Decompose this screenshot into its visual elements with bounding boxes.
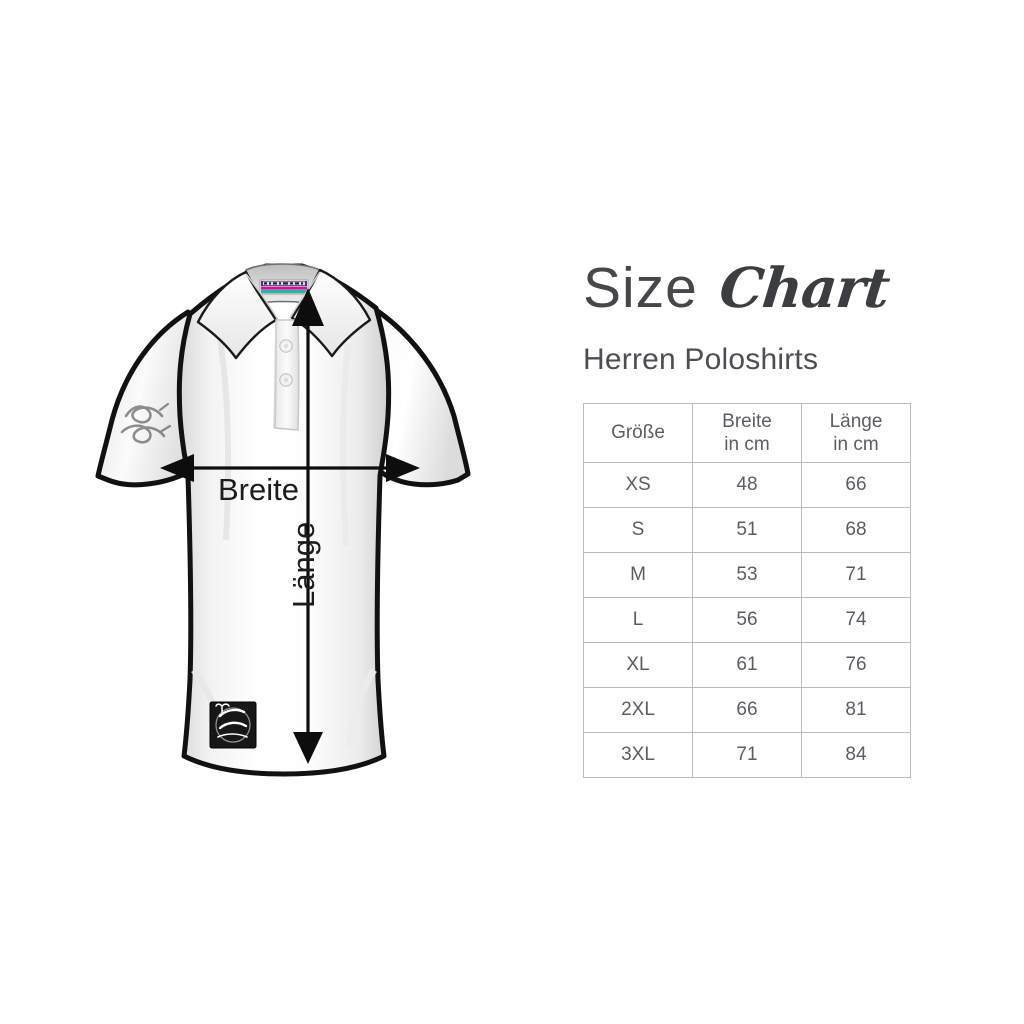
table-row: M 53 71: [583, 552, 911, 598]
hem-brand-patch: [209, 701, 257, 749]
cell-laenge: 76: [801, 642, 911, 688]
cell-size: XS: [583, 462, 693, 508]
cell-breite: 66: [692, 687, 802, 733]
cell-size: 3XL: [583, 732, 693, 778]
size-chart-panel: Size Chart Herren Poloshirts Größe Breite…: [583, 255, 983, 778]
size-table: Größe Breite in cm Länge in cm XS 48: [583, 403, 911, 778]
collar-right: [290, 268, 372, 358]
breite-measurement-label: Breite: [218, 472, 299, 507]
collar-group: [196, 263, 372, 360]
cell-breite: 56: [692, 597, 802, 643]
cell-breite: 53: [692, 552, 802, 598]
shirt-torso: [176, 263, 392, 777]
cell-size: S: [583, 507, 693, 553]
neck-label: [259, 279, 309, 295]
cell-size: M: [583, 552, 693, 598]
table-row: L 56 74: [583, 597, 911, 643]
title-word-size: Size: [583, 256, 698, 320]
cell-laenge: 84: [801, 732, 911, 778]
laenge-arrow-head-bottom: [293, 732, 323, 764]
column-header-breite-line1: Breite: [722, 410, 772, 432]
cell-size: 2XL: [583, 687, 693, 733]
column-header-laenge: Länge in cm: [801, 403, 911, 463]
cell-breite: 61: [692, 642, 802, 688]
table-row: S 51 68: [583, 507, 911, 553]
cell-laenge: 66: [801, 462, 911, 508]
cell-laenge: 71: [801, 552, 911, 598]
cell-breite: 51: [692, 507, 802, 553]
page-subtitle: Herren Poloshirts: [583, 343, 819, 376]
cell-laenge: 81: [801, 687, 911, 733]
table-row: 3XL 71 84: [583, 732, 911, 778]
table-header-row: Größe Breite in cm Länge in cm: [583, 403, 911, 463]
breite-arrow-head-left: [160, 454, 194, 482]
column-header-size: Größe: [583, 403, 693, 463]
cell-laenge: 68: [801, 507, 911, 553]
column-header-breite: Breite in cm: [692, 403, 802, 463]
polo-shirt-graphic: [95, 263, 471, 777]
cell-breite: 71: [692, 732, 802, 778]
table-row: XS 48 66: [583, 462, 911, 508]
button-placket: [273, 319, 300, 431]
cell-laenge: 74: [801, 597, 911, 643]
table-row: XL 61 76: [583, 642, 911, 688]
table-row: 2XL 66 81: [583, 687, 911, 733]
cell-breite: 48: [692, 462, 802, 508]
cell-size: XL: [583, 642, 693, 688]
sleeve-logo-icon: [120, 402, 172, 444]
column-header-laenge-line1: Länge: [829, 410, 883, 432]
column-header-breite-line2: in cm: [724, 434, 770, 455]
page-title: Size Chart: [583, 255, 983, 327]
collar-left: [196, 270, 278, 360]
shirt-body-shape: [95, 263, 471, 777]
cell-size: L: [583, 597, 693, 643]
column-header-laenge-line2: in cm: [833, 434, 879, 455]
title-word-chart: Chart: [716, 255, 893, 320]
fold-line-left: [217, 339, 231, 541]
laenge-measurement-label: Länge: [286, 521, 321, 608]
polo-shirt-illustration: Breite Länge: [70, 240, 530, 800]
fold-line-right: [340, 343, 351, 547]
fold-line-hem-right: [346, 668, 377, 749]
measurement-arrows: [160, 288, 420, 764]
column-header-size-line1: Größe: [611, 422, 665, 444]
breite-arrow-head-right: [386, 454, 420, 482]
laenge-arrow-head-top: [292, 288, 324, 326]
